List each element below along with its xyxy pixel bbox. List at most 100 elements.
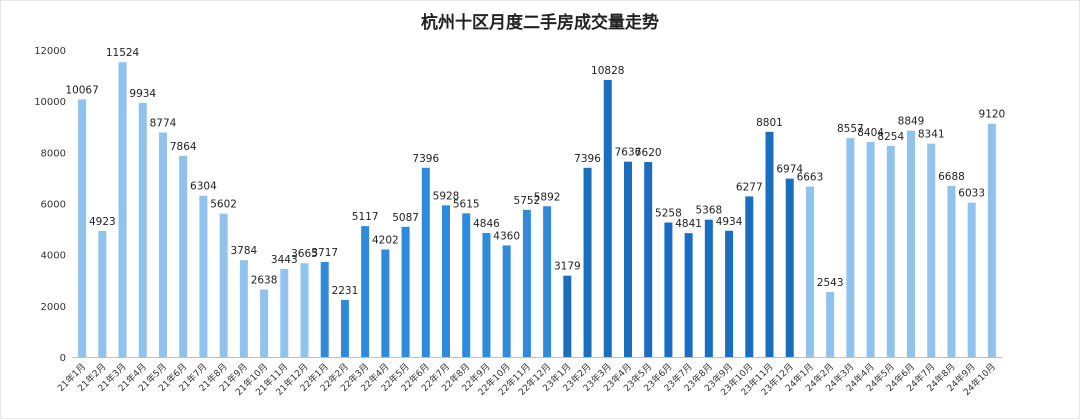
data-label: 4923	[89, 216, 116, 228]
data-label: 3179	[554, 261, 581, 273]
data-label: 5117	[352, 211, 379, 223]
bar	[623, 161, 632, 357]
bar	[442, 205, 451, 357]
bar	[78, 99, 87, 358]
bar	[158, 132, 167, 357]
data-label: 4846	[473, 218, 500, 230]
bar	[927, 143, 936, 357]
y-tick-label: 0	[60, 353, 66, 364]
data-label: 3784	[230, 245, 257, 257]
bar	[765, 131, 774, 357]
data-label: 5258	[655, 207, 682, 219]
data-label: 7636	[615, 147, 642, 159]
data-label: 6304	[190, 181, 217, 193]
bar	[381, 249, 390, 357]
data-label: 8254	[877, 131, 904, 143]
bar	[725, 230, 734, 357]
data-label: 5928	[433, 190, 460, 202]
data-label: 2231	[332, 285, 359, 297]
bar	[684, 233, 693, 357]
data-label: 3665	[291, 248, 318, 260]
bar	[239, 260, 248, 357]
data-label: 2638	[251, 275, 278, 287]
data-label: 4360	[493, 230, 520, 242]
bar	[866, 141, 875, 357]
bar	[967, 202, 976, 357]
data-label: 6663	[797, 172, 824, 184]
chart-title: 杭州十区月度二手房成交量走势	[421, 13, 659, 33]
bar	[98, 231, 107, 357]
bar	[745, 196, 754, 357]
bar	[826, 291, 835, 357]
bar	[563, 275, 572, 357]
data-label: 8341	[918, 129, 945, 141]
data-label: 8849	[898, 116, 925, 128]
bar	[704, 219, 713, 357]
bar	[522, 209, 531, 357]
data-label: 4934	[716, 216, 743, 228]
bar	[138, 102, 147, 357]
data-label: 9120	[979, 109, 1006, 121]
data-label: 7396	[412, 153, 439, 165]
bar	[846, 138, 855, 357]
bar	[340, 299, 349, 357]
data-label: 7620	[635, 147, 662, 159]
data-label: 11524	[106, 47, 140, 59]
data-label: 5892	[534, 191, 561, 203]
y-tick-label: 8000	[41, 148, 66, 159]
data-label: 5752	[514, 195, 541, 207]
y-tick-label: 6000	[41, 200, 66, 211]
bar	[886, 145, 895, 357]
data-label: 7396	[574, 153, 601, 165]
data-label: 5602	[210, 199, 237, 211]
data-label: 8801	[756, 117, 783, 129]
data-label: 8774	[150, 118, 177, 130]
bar	[219, 213, 228, 357]
bar	[805, 186, 814, 357]
bar	[320, 261, 329, 357]
data-label: 10067	[65, 84, 98, 96]
bar	[583, 167, 592, 357]
data-label: 3443	[271, 254, 298, 266]
bar	[785, 178, 794, 357]
bar	[664, 222, 673, 357]
data-label: 5615	[453, 198, 480, 210]
data-label: 5368	[695, 205, 722, 217]
y-tick-label: 4000	[41, 251, 66, 262]
data-label: 5087	[392, 212, 419, 224]
y-tick-label: 12000	[34, 46, 66, 57]
bar	[543, 206, 552, 357]
bar	[462, 213, 471, 357]
data-label: 8404	[857, 127, 884, 139]
bar	[644, 162, 653, 357]
bar	[421, 167, 430, 357]
data-label: 2543	[817, 277, 844, 289]
bar	[118, 62, 127, 357]
data-label: 9934	[129, 88, 156, 100]
data-label: 6688	[938, 171, 965, 183]
data-label: 6974	[776, 164, 803, 176]
data-label: 7864	[170, 141, 197, 153]
bar	[199, 195, 208, 357]
bar	[280, 268, 289, 357]
data-label: 8557	[837, 123, 864, 135]
bar	[361, 226, 370, 357]
data-label: 10828	[591, 65, 624, 77]
bar	[482, 233, 491, 357]
bar	[947, 185, 956, 357]
data-label: 6033	[958, 188, 985, 200]
y-tick-label: 2000	[41, 302, 66, 313]
bar	[907, 130, 916, 357]
bar	[502, 245, 511, 357]
bar	[179, 155, 188, 357]
data-label: 4202	[372, 234, 399, 246]
data-label: 3717	[311, 247, 338, 259]
bar	[300, 263, 309, 357]
y-tick-label: 10000	[34, 97, 66, 108]
bar	[401, 226, 410, 357]
data-label: 6277	[736, 181, 763, 193]
bar	[603, 79, 612, 357]
bar	[260, 289, 269, 357]
data-label: 4841	[675, 218, 702, 230]
